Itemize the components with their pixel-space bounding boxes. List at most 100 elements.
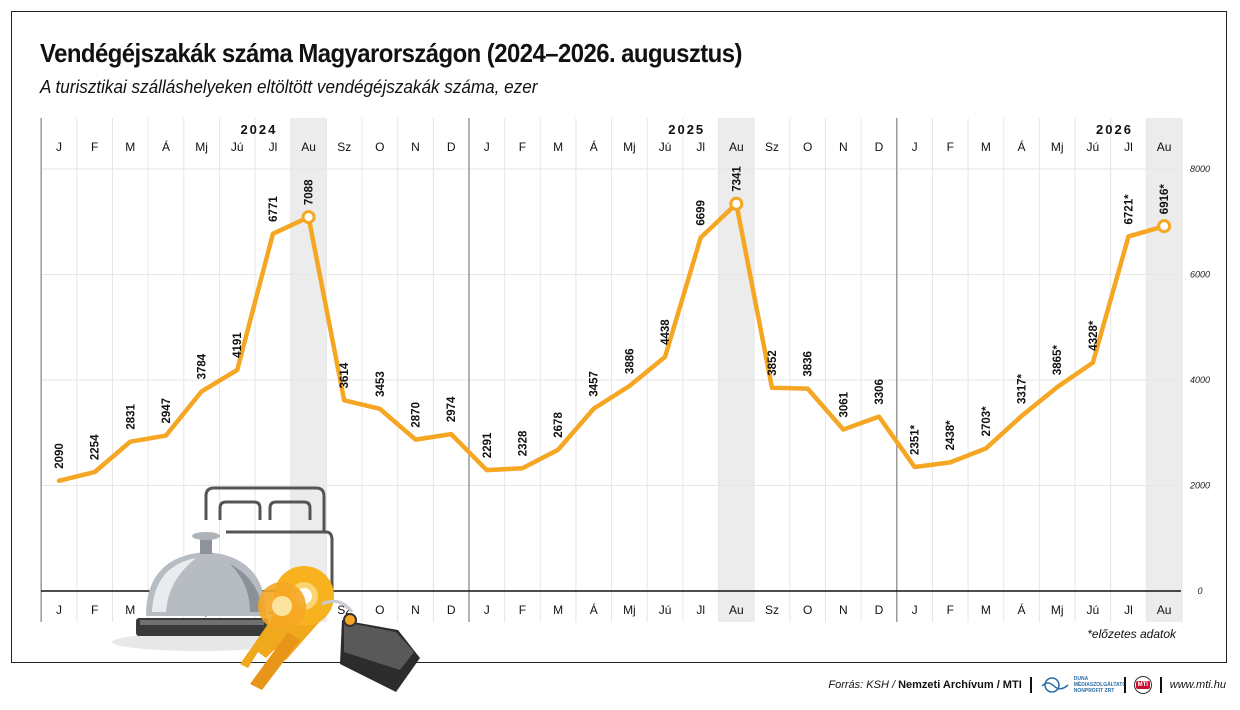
data-label: 2870 bbox=[411, 402, 423, 428]
month-label-bottom: D bbox=[447, 603, 456, 617]
chart-title: Vendégéjszakák száma Magyarországon (202… bbox=[40, 38, 742, 68]
series-polyline bbox=[56, 201, 1167, 484]
month-label-top: Á bbox=[590, 139, 598, 154]
y-tick-label: 2000 bbox=[1189, 481, 1210, 491]
data-label: 7088 bbox=[304, 179, 316, 205]
month-label-top: Mj bbox=[1051, 140, 1064, 154]
month-label-top: M bbox=[125, 140, 135, 154]
mti-logo: MTI bbox=[1133, 676, 1152, 694]
month-label-bottom: D bbox=[875, 603, 884, 617]
data-label: 2328 bbox=[517, 430, 529, 456]
data-label: 6916* bbox=[1159, 184, 1171, 215]
month-label-bottom: J bbox=[912, 603, 918, 617]
data-label: 2291 bbox=[482, 432, 494, 458]
data-label: 2831 bbox=[125, 403, 137, 429]
month-label-bottom: F bbox=[947, 603, 954, 617]
year-label: 2026 bbox=[1096, 122, 1133, 137]
month-label-bottom: Sz bbox=[765, 603, 779, 617]
data-label: 3836 bbox=[803, 351, 815, 377]
month-label-bottom: O bbox=[803, 603, 812, 617]
month-label-top: Sz bbox=[337, 140, 351, 154]
data-label: 2254 bbox=[90, 434, 102, 460]
month-label-bottom: Á bbox=[590, 602, 598, 617]
footer-separator bbox=[1029, 677, 1032, 693]
month-label-top: F bbox=[519, 140, 526, 154]
month-label-bottom: M bbox=[981, 603, 991, 617]
data-label: 4191 bbox=[232, 332, 244, 358]
month-label-bottom: Mj bbox=[1051, 603, 1064, 617]
data-point-marker bbox=[301, 210, 316, 225]
month-label-top: M bbox=[553, 140, 563, 154]
month-label-top: Mj bbox=[623, 140, 636, 154]
y-tick-label: 8000 bbox=[1190, 164, 1210, 174]
footnote: *előzetes adatok bbox=[1087, 627, 1176, 641]
data-label: 3061 bbox=[838, 391, 850, 417]
month-label-bottom: Á bbox=[1018, 602, 1026, 617]
data-label: 4438 bbox=[660, 319, 672, 345]
month-label-bottom: J bbox=[484, 603, 490, 617]
data-label: 2090 bbox=[54, 443, 66, 469]
year-label: 2024 bbox=[240, 122, 277, 137]
data-label: 4328* bbox=[1088, 320, 1100, 351]
data-point-marker bbox=[729, 196, 744, 211]
golden-keys-icon bbox=[240, 566, 420, 692]
y-tick-label: 4000 bbox=[1190, 375, 1210, 385]
month-label-top: Jl bbox=[1124, 140, 1133, 154]
month-label-top: N bbox=[839, 140, 848, 154]
month-label-top: Jl bbox=[269, 140, 278, 154]
month-label-bottom: Jl bbox=[1124, 603, 1133, 617]
highlight-band bbox=[1146, 118, 1182, 622]
month-label-top: J bbox=[912, 140, 918, 154]
month-label-top: D bbox=[447, 140, 456, 154]
duna-logo: DUNA MÉDIASZOLGÁLTATÓ NONPROFIT ZRT bbox=[1040, 676, 1127, 694]
month-label-top: Jú bbox=[1087, 140, 1100, 154]
month-label-bottom: F bbox=[519, 603, 526, 617]
data-label: 6699 bbox=[696, 200, 708, 226]
month-label-bottom: Jú bbox=[1087, 603, 1100, 617]
footer: Forrás: KSH / Nemzeti Archívum / MTI DUN… bbox=[828, 676, 1226, 694]
month-label-top: F bbox=[91, 140, 98, 154]
month-label-top: N bbox=[411, 140, 420, 154]
footer-separator bbox=[1159, 677, 1162, 693]
data-label: 3614 bbox=[339, 362, 351, 388]
month-label-top: J bbox=[484, 140, 490, 154]
data-label: 6721* bbox=[1124, 194, 1136, 225]
mti-logo-text: MTI bbox=[1135, 681, 1150, 689]
month-label-top: D bbox=[875, 140, 884, 154]
year-labels: 2024 2025 2026 bbox=[240, 122, 1133, 137]
hotel-bell-icon bbox=[112, 532, 288, 651]
month-label-bottom: J bbox=[56, 603, 62, 617]
series-line bbox=[56, 196, 1172, 484]
y-tick-label: 0 bbox=[1197, 586, 1202, 596]
month-label-top: Jl bbox=[696, 140, 705, 154]
month-label-bottom: Au bbox=[1157, 603, 1172, 617]
month-label-top: Mj bbox=[195, 140, 208, 154]
data-label: 3317* bbox=[1017, 373, 1029, 404]
data-label: 3886 bbox=[624, 348, 636, 374]
month-label-top: Á bbox=[162, 139, 170, 154]
website-link[interactable]: www.mti.hu bbox=[1169, 679, 1226, 691]
chart-subtitle: A turisztikai szálláshelyeken eltöltött … bbox=[40, 77, 538, 97]
month-label-top: O bbox=[375, 140, 384, 154]
data-label: 2974 bbox=[446, 396, 458, 422]
data-label: 2947 bbox=[161, 398, 173, 424]
duna-logo-text: DUNA MÉDIASZOLGÁLTATÓ NONPROFIT ZRT bbox=[1073, 676, 1127, 694]
month-label-bottom: N bbox=[411, 603, 420, 617]
y-tick-label: 6000 bbox=[1190, 270, 1210, 280]
data-label: 2438* bbox=[945, 420, 957, 451]
highlight-band bbox=[290, 118, 327, 622]
month-label-top: Jú bbox=[231, 140, 244, 154]
month-label-top: Au bbox=[729, 140, 744, 154]
hotel-bed-icon bbox=[204, 486, 334, 590]
data-point-marker bbox=[1157, 219, 1172, 234]
y-axis-ticks: 0 2000 4000 6000 8000 bbox=[1189, 164, 1210, 596]
data-label: 2351* bbox=[910, 424, 922, 455]
data-label: 3457 bbox=[589, 371, 601, 397]
data-label: 3453 bbox=[375, 371, 387, 397]
month-label-bottom: Jl bbox=[696, 603, 705, 617]
top-month-labels: J F M Á Mj Jú Jl Au Sz O N D J F M Á Mj Jú Jl Au Sz O N D J F M Á Mj… bbox=[56, 139, 1171, 154]
data-label: 3306 bbox=[874, 379, 886, 405]
month-label-top: Au bbox=[301, 140, 316, 154]
month-label-top: M bbox=[981, 140, 991, 154]
year-label: 2025 bbox=[668, 122, 705, 137]
